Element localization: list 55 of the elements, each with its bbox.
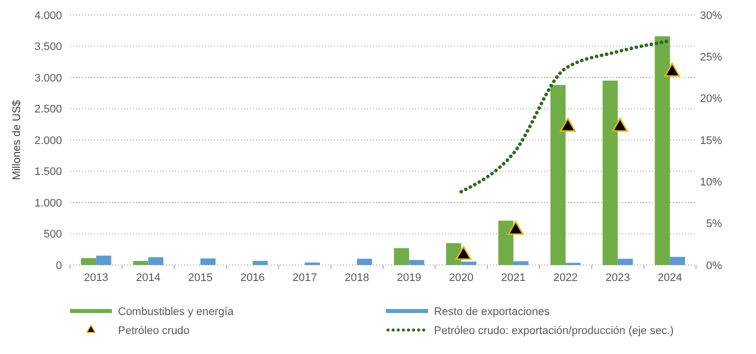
y2-tick-label: 10% xyxy=(700,176,722,189)
x-tick-label: 2019 xyxy=(396,272,422,284)
bar xyxy=(461,262,476,265)
y2-tick-label: 30% xyxy=(700,10,722,22)
x-tick-label: 2022 xyxy=(553,272,578,284)
bar xyxy=(618,258,633,265)
bar xyxy=(356,258,372,265)
y2-tick-label: 15% xyxy=(700,134,722,147)
legend-label: Petróleo crudo: exportación/producción (eje sec.) xyxy=(434,324,674,337)
legend-label: Combustibles y energía xyxy=(118,306,234,318)
bar xyxy=(670,256,686,265)
y-tick-label: 3.000 xyxy=(34,72,62,84)
bar xyxy=(602,80,618,265)
y2-tick-label: 5% xyxy=(706,218,722,230)
bar xyxy=(394,248,410,265)
x-tick-label: 2018 xyxy=(344,272,370,284)
bar xyxy=(498,220,514,265)
x-tick-label: 2021 xyxy=(501,272,526,284)
point xyxy=(456,246,472,260)
bar xyxy=(550,85,566,265)
x-tick-label: 2014 xyxy=(136,272,160,284)
point xyxy=(612,118,628,132)
x-tick-label: 2017 xyxy=(292,272,317,284)
point xyxy=(508,220,524,235)
y-tick-label: 1.000 xyxy=(34,197,62,210)
y2-tick-label: 20% xyxy=(700,93,722,106)
bar xyxy=(133,260,148,265)
legend-label: Resto de exportaciones xyxy=(434,306,550,318)
y-axis-title: Millones de US$ xyxy=(11,100,23,180)
x-tick-label: 2023 xyxy=(606,272,630,284)
bar xyxy=(513,261,529,265)
x-tick-label: 2015 xyxy=(188,272,213,284)
y-tick-label: 2.000 xyxy=(34,134,62,147)
legend-label: Petróleo crudo xyxy=(118,324,190,337)
bar xyxy=(80,258,96,265)
bar xyxy=(96,256,112,265)
y-tick-label: 0 xyxy=(56,260,62,272)
point xyxy=(664,62,680,77)
y-tick-label: 500 xyxy=(44,228,62,241)
bar xyxy=(200,258,216,265)
x-tick-label: 2024 xyxy=(658,272,682,284)
y-tick-label: 2.500 xyxy=(34,104,62,116)
x-tick-label: 2013 xyxy=(84,272,108,284)
point xyxy=(560,118,576,132)
y2-tick-label: 25% xyxy=(700,52,722,64)
bar xyxy=(148,257,164,265)
y-tick-label: 1.500 xyxy=(34,166,62,178)
y-tick-label: 3.500 xyxy=(34,41,62,54)
bar xyxy=(654,36,670,265)
x-tick-label: 2020 xyxy=(449,272,474,284)
y-tick-label: 4.000 xyxy=(34,10,62,22)
bar xyxy=(409,260,424,265)
bar xyxy=(252,260,268,265)
y2-tick-label: 0% xyxy=(706,260,722,272)
x-tick-label: 2016 xyxy=(240,272,265,284)
